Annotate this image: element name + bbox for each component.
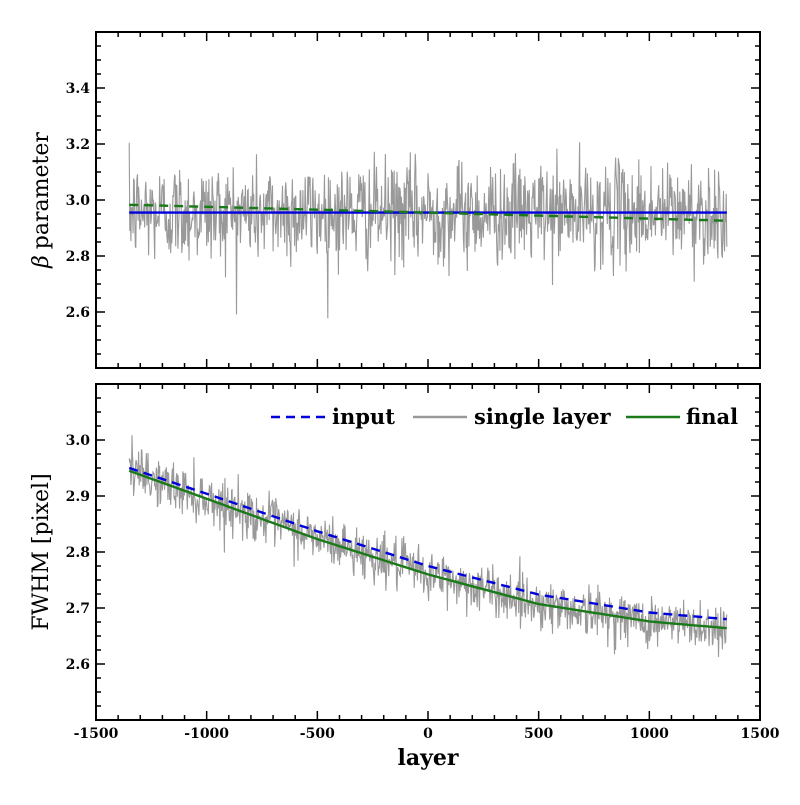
beta-ytick-label-2.6: 2.6 bbox=[66, 305, 90, 321]
fwhm-ytick-label-2.8: 2.8 bbox=[66, 545, 90, 561]
xtick-label-0: 0 bbox=[423, 726, 433, 742]
beta-series-final bbox=[129, 203, 727, 222]
fwhm-series-final bbox=[128, 469, 727, 630]
xlabel: layer bbox=[398, 745, 459, 771]
beta-ylabel-text: parameter bbox=[29, 132, 54, 250]
beta-ytick-labels: 2.6 2.8 3.0 3.2 3.4 bbox=[66, 81, 91, 321]
fwhm-series-input bbox=[128, 466, 727, 621]
fwhm-series bbox=[128, 435, 728, 658]
xtick-labels: -1500 -1000 -500 0 500 1000 1500 bbox=[74, 726, 780, 742]
panel-fwhm: 2.6 2.7 2.8 2.9 3.0 FWHM [pixel] input s… bbox=[29, 383, 761, 721]
legend-input-label: input bbox=[332, 404, 395, 429]
xtick-label-1500: 1500 bbox=[741, 726, 780, 742]
xtick-label--1500: -1500 bbox=[74, 726, 119, 742]
fwhm-ytick-label-2.7: 2.7 bbox=[66, 601, 90, 617]
panel-beta: 2.6 2.8 3.0 3.2 3.4 β parameter bbox=[29, 31, 761, 369]
beta-series-single-layer bbox=[128, 142, 728, 319]
legend-single-layer-label: single layer bbox=[474, 404, 612, 429]
beta-ytick-label-2.8: 2.8 bbox=[66, 249, 90, 265]
fwhm-ytick-label-2.6: 2.6 bbox=[66, 657, 90, 673]
legend: input single layer final bbox=[271, 404, 738, 429]
beta-series bbox=[128, 142, 728, 319]
fwhm-ticks bbox=[95, 383, 761, 721]
legend-final-label: final bbox=[686, 404, 738, 429]
beta-ytick-label-3.4: 3.4 bbox=[66, 81, 91, 97]
xtick-label-500: 500 bbox=[524, 726, 553, 742]
fwhm-ytick-label-3.0: 3.0 bbox=[66, 433, 91, 449]
xtick-label-1000: 1000 bbox=[630, 726, 669, 742]
xtick-label--1000: -1000 bbox=[184, 726, 229, 742]
fwhm-ytick-labels: 2.6 2.7 2.8 2.9 3.0 bbox=[66, 433, 91, 673]
beta-ytick-label-3.2: 3.2 bbox=[66, 137, 90, 153]
fwhm-plot-frame bbox=[95, 383, 761, 721]
fwhm-ytick-label-2.9: 2.9 bbox=[66, 489, 90, 505]
fwhm-series-single-layer bbox=[128, 435, 728, 658]
fwhm-ylabel: FWHM [pixel] bbox=[29, 473, 54, 630]
beta-ylabel-symbol: β bbox=[29, 255, 54, 269]
beta-ylabel: β parameter bbox=[29, 132, 54, 269]
beta-ytick-label-3.0: 3.0 bbox=[66, 193, 91, 209]
xtick-label--500: -500 bbox=[300, 726, 335, 742]
beta-ticks bbox=[95, 31, 761, 369]
